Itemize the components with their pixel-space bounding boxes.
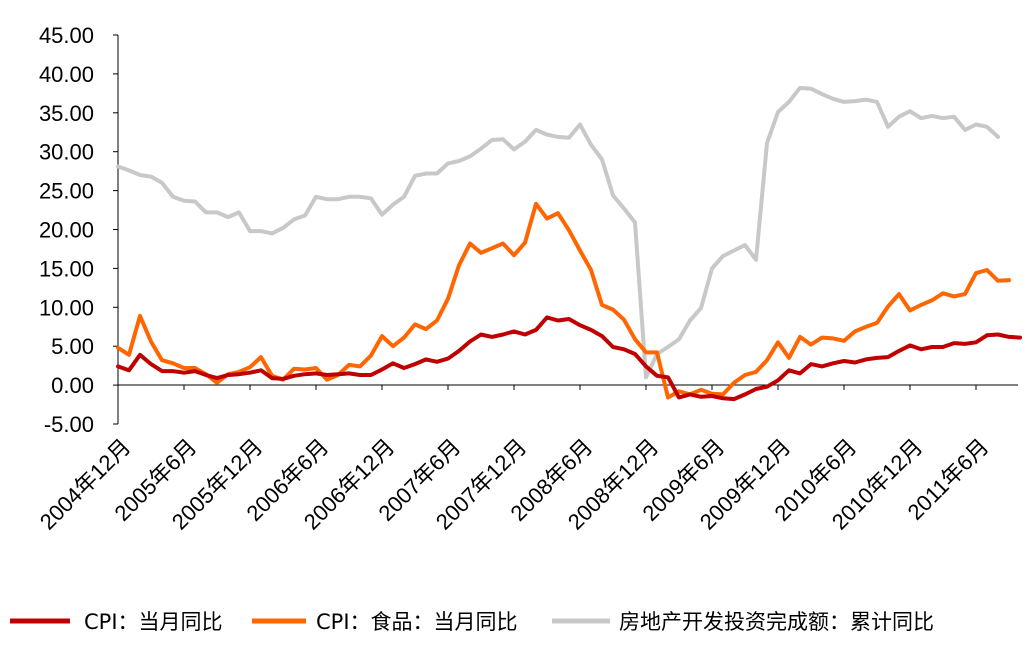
series-lines bbox=[116, 85, 1022, 402]
y-tick-label: 40.00 bbox=[39, 62, 94, 87]
y-tick-label: 15.00 bbox=[39, 256, 94, 281]
series-line-cpi bbox=[116, 315, 1022, 402]
y-tick-label: 35.00 bbox=[39, 101, 94, 126]
y-tick-label: 30.00 bbox=[39, 140, 94, 165]
y-tick-label: 10.00 bbox=[39, 295, 94, 320]
legend-entry-real-estate[interactable]: 房地产开发投资完成额：累计同比 bbox=[552, 610, 934, 634]
y-tick-label: -5.00 bbox=[44, 412, 94, 437]
y-tick-label: 45.00 bbox=[39, 23, 94, 48]
y-tick-label: 25.00 bbox=[39, 179, 94, 204]
series-line-real-estate bbox=[116, 85, 1000, 380]
y-tick-labels: 45.00 40.00 35.00 30.00 25.00 20.00 15.00 10.00… bbox=[39, 23, 118, 437]
legend-entry-cpi-food[interactable]: CPI：食品：当月同比 bbox=[252, 610, 518, 634]
y-tick-label: 20.00 bbox=[39, 218, 94, 243]
series-line-cpi-food bbox=[116, 201, 1011, 400]
legend-label-cpi: CPI：当月同比 bbox=[84, 610, 223, 634]
y-tick-label: 5.00 bbox=[51, 334, 94, 359]
legend-label-real-estate: 房地产开发投资完成额：累计同比 bbox=[619, 610, 934, 634]
legend-entry-cpi[interactable]: CPI：当月同比 bbox=[10, 610, 223, 634]
y-tick-label: 0.00 bbox=[51, 373, 94, 398]
legend: CPI：当月同比 CPI：食品：当月同比 房地产开发投资完成额：累计同比 bbox=[10, 610, 934, 634]
legend-label-cpi-food: CPI：食品：当月同比 bbox=[316, 610, 518, 634]
x-tick-labels: 2004年12月2005年6月2005年12月2006年6月2006年12月20… bbox=[35, 385, 994, 535]
